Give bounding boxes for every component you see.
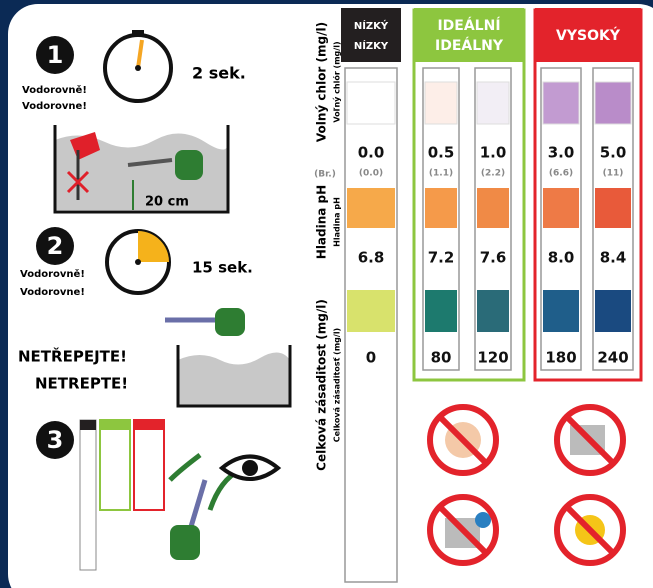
color-pad [425, 82, 457, 124]
step-3-part [134, 420, 164, 510]
step-2-part: Vodorovně! [20, 268, 85, 280]
step-1-part: 2 sek. [192, 64, 246, 83]
parameter-labels-part: Voľný chlór (mg/l) [332, 41, 342, 122]
strip-value: 80 [431, 349, 452, 367]
parameter-labels-part: Celková zásaditost (mg/l) [315, 299, 329, 471]
step-3-part [100, 420, 130, 430]
strip-value: (1.1) [429, 169, 453, 179]
strip-value: 0.0 [358, 144, 385, 162]
parameter-labels: Volný chlor (mg/l) Voľný chlór (mg/l) (B… [314, 22, 341, 471]
parameter-labels-part: Hladina pH [333, 197, 342, 247]
strip-value: 180 [545, 349, 576, 367]
color-pad [543, 188, 579, 228]
color-pad [347, 82, 395, 124]
strip-value: 5.0 [600, 144, 627, 162]
strip-value: 0.5 [428, 144, 455, 162]
step-3-part [80, 420, 96, 570]
strip-value: (0.0) [359, 169, 383, 179]
strip-value: 240 [597, 349, 628, 367]
color-pad [477, 188, 509, 228]
strip-value: 6.8 [358, 249, 385, 267]
range-header [341, 8, 401, 62]
step-1-part: Vodorovně! [22, 84, 87, 96]
color-pad [543, 290, 579, 332]
parameter-labels-part: Celková zásaditosť (mg/l) [333, 328, 342, 442]
step-1-part [175, 150, 203, 180]
color-pad [595, 188, 631, 228]
strip-value: (2.2) [481, 169, 505, 179]
step-3-part: 3 [47, 426, 64, 454]
step-1-part: 1 [47, 41, 64, 69]
step-2-part [135, 259, 141, 265]
range-header-text: VYSOKÝ [556, 26, 621, 44]
step-2-part: 15 sek. [192, 259, 253, 277]
range-header-text: NÍZKÝ [354, 19, 389, 32]
color-pad [347, 188, 395, 228]
strip-value: (6.6) [549, 169, 573, 179]
step-1-part [135, 65, 141, 71]
instruction-card: 1 2 sek. Vodorovně! Vodorovne! 20 cm 2 1… [0, 0, 653, 588]
color-pad [595, 290, 631, 332]
step-2-part: Vodorovne! [20, 287, 85, 298]
step-3-part [80, 420, 96, 430]
color-pad [425, 290, 457, 332]
step-3-part [134, 420, 164, 430]
step-2-part: NETŘEPEJTE! [18, 347, 127, 366]
range-header-text: NÍZKY [354, 39, 389, 52]
range-header-text: IDEÁLNÍ [437, 17, 500, 34]
parameter-labels-part: (Br.) [314, 170, 336, 180]
step-1-part: Vodorovne! [22, 101, 87, 112]
step-3-part [100, 420, 130, 510]
step-3-part [242, 460, 258, 476]
color-pad [477, 82, 509, 124]
color-pad [543, 82, 579, 124]
step-2-part [215, 308, 245, 336]
page: {"steps":[ {"number":"1","notes":["Vodor… [0, 0, 653, 588]
step-1-part [132, 30, 144, 36]
strip-value: 7.6 [480, 249, 507, 267]
step-2-part: NETREPTE! [35, 375, 128, 393]
strip-value: 120 [477, 349, 508, 367]
strip-value: (11) [603, 169, 624, 179]
parameter-labels-part: Hladina pH [315, 185, 329, 259]
color-pad [347, 290, 395, 332]
color-pad [425, 188, 457, 228]
prohibition-icons-part [475, 512, 491, 528]
range-header-text: IDEÁLNY [435, 37, 504, 54]
color-pad [595, 82, 631, 124]
parameter-labels-part: Volný chlor (mg/l) [315, 22, 329, 142]
strip-value: 7.2 [428, 249, 455, 267]
strip-value: 3.0 [548, 144, 575, 162]
color-pad [477, 290, 509, 332]
step-3-part [170, 525, 200, 560]
strip-value: 8.4 [600, 249, 627, 267]
strip-value: 0 [366, 349, 376, 367]
strip-value: 1.0 [480, 144, 507, 162]
strip-value: 8.0 [548, 249, 575, 267]
step-1-part: 20 cm [145, 195, 189, 210]
step-2-part: 2 [47, 232, 64, 260]
